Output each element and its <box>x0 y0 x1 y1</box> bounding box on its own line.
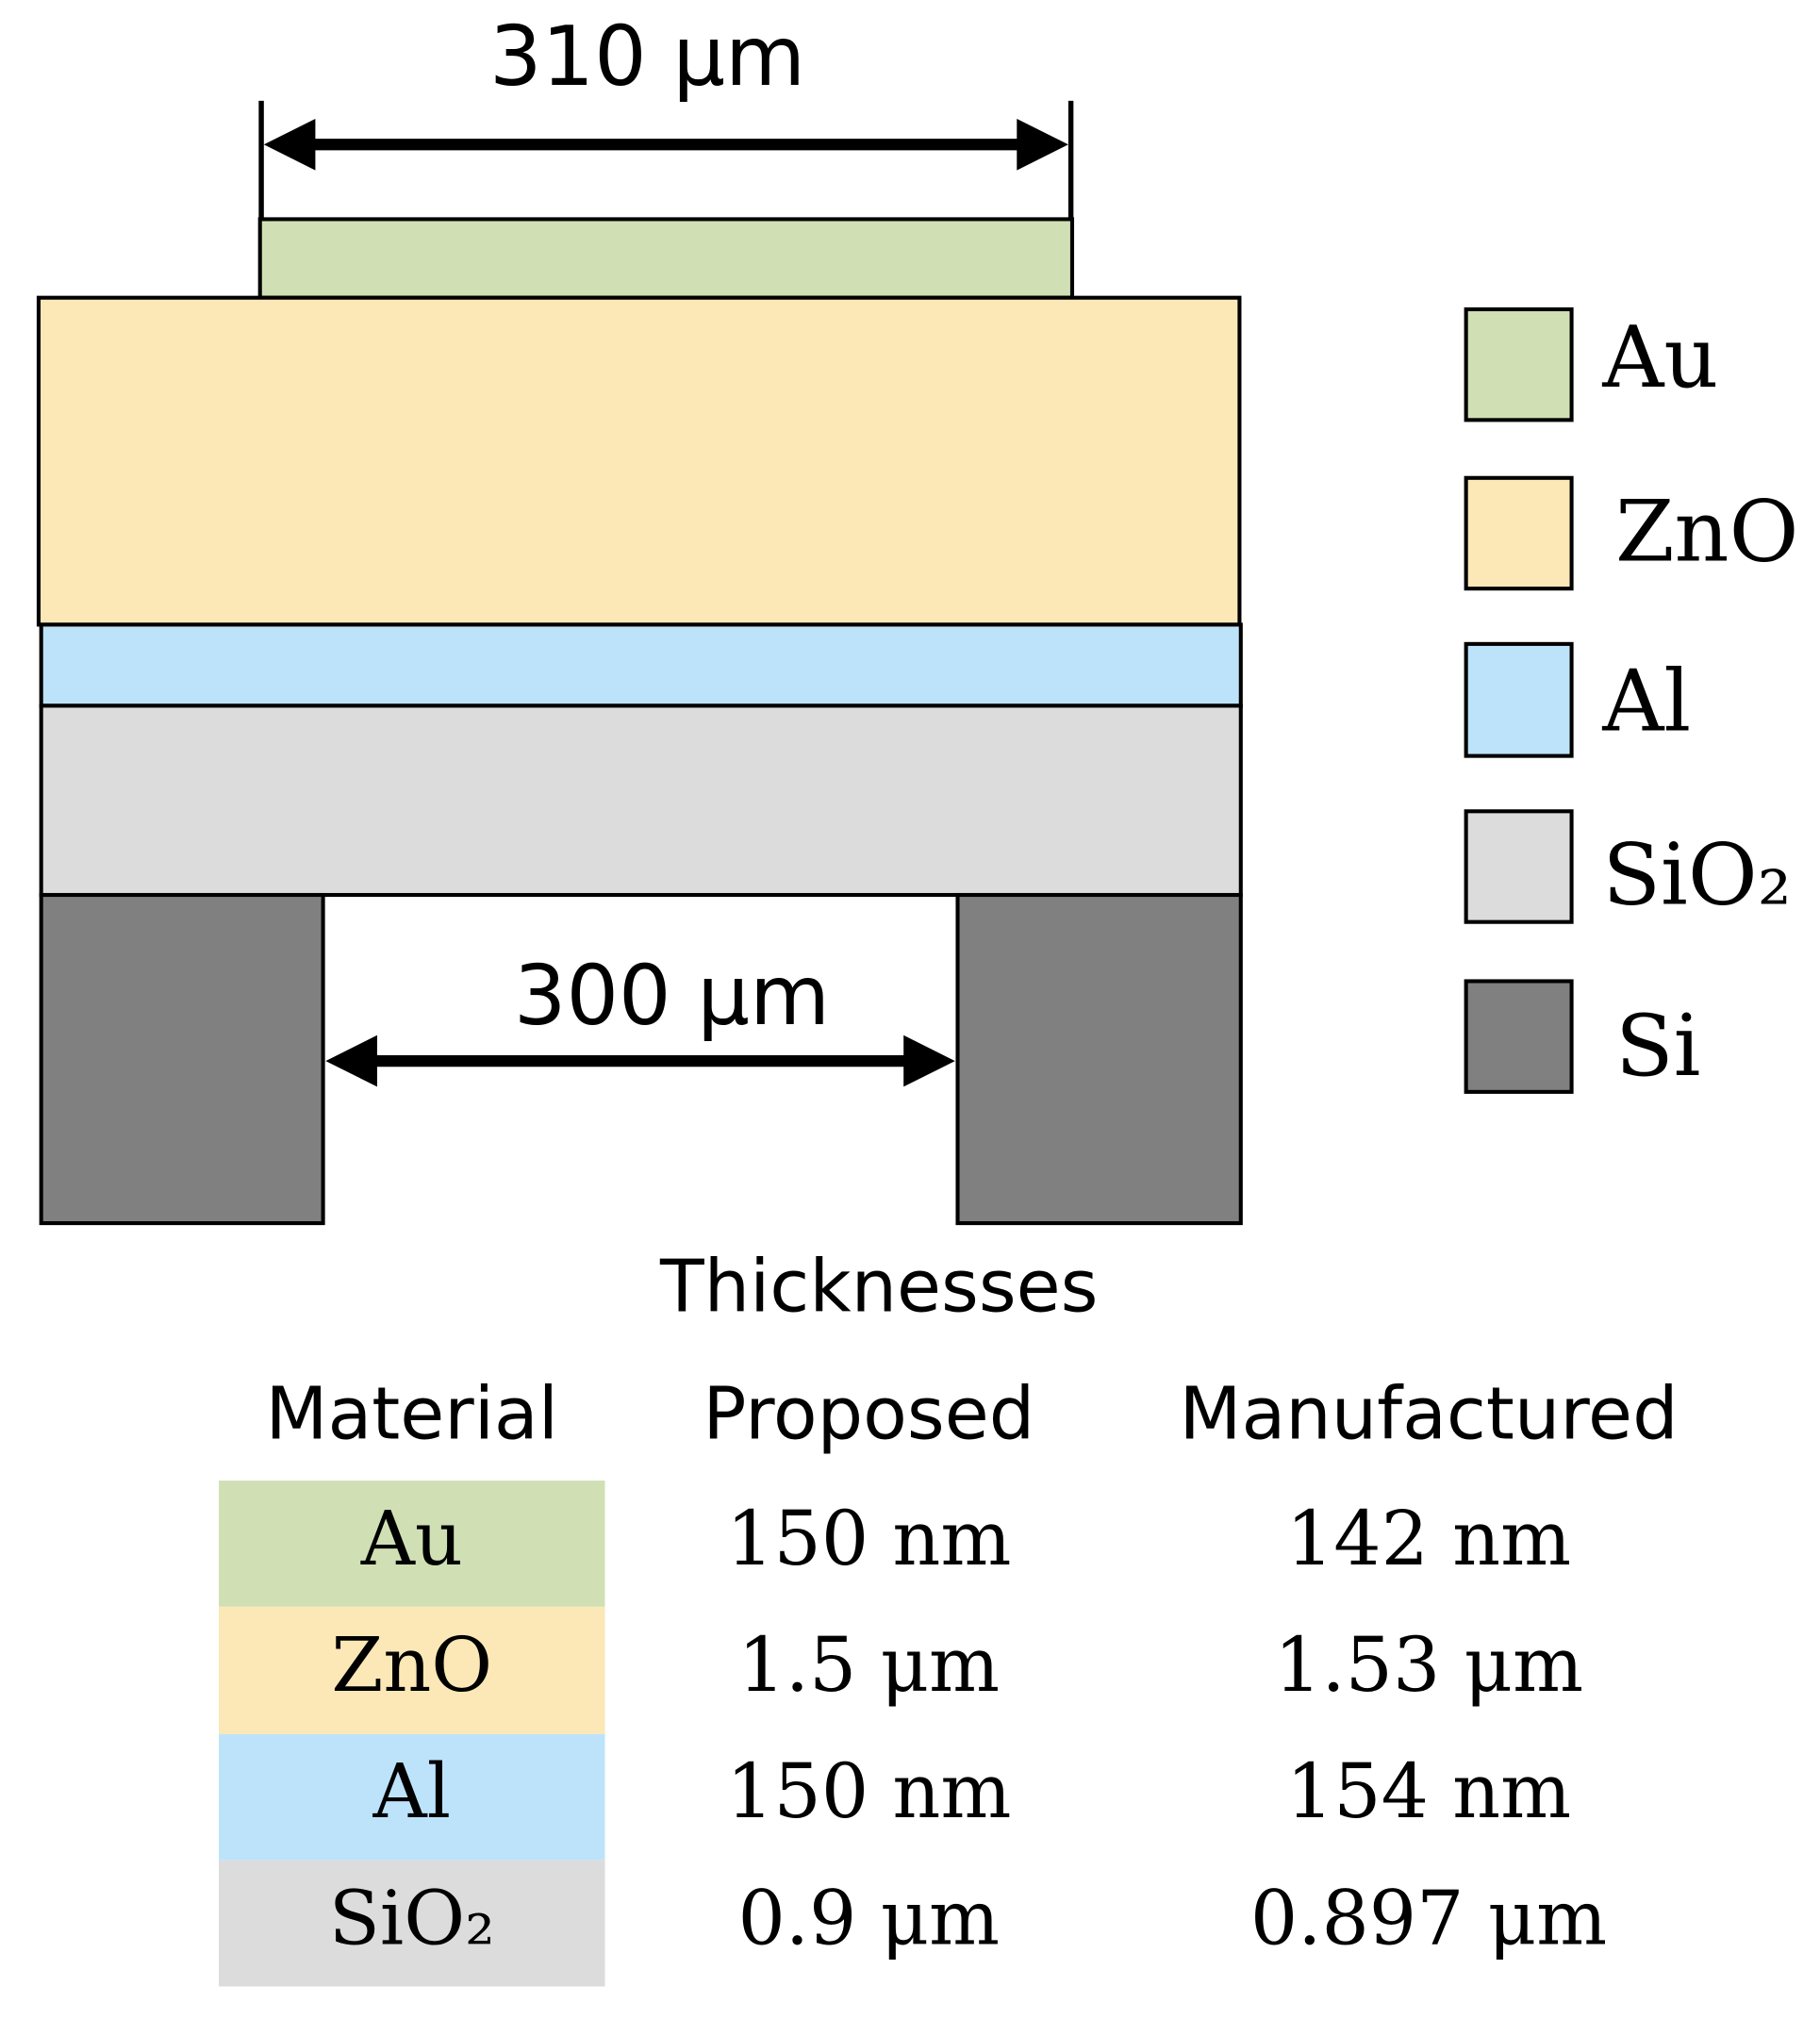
legend-label: ZnO <box>1615 482 1798 581</box>
table-cell: Al <box>372 1748 451 1835</box>
table-cell-bg <box>219 1860 605 1987</box>
si-left <box>39 892 325 1226</box>
au-layer <box>257 217 1075 300</box>
table-cell-bg <box>219 1481 605 1607</box>
table-cell: 142 nm <box>1286 1496 1571 1582</box>
table-cell: 150 nm <box>726 1496 1011 1582</box>
table-cell: ZnO <box>331 1622 492 1709</box>
table-cell: 1.5 μm <box>738 1622 1001 1709</box>
arrowhead <box>263 118 316 171</box>
table-header: Proposed <box>703 1373 1034 1457</box>
table-cell: 154 nm <box>1286 1748 1571 1835</box>
zno-layer <box>36 295 1242 627</box>
table-cell: 0.9 μm <box>738 1875 1001 1961</box>
dimension-label: 300 μm <box>514 948 830 1044</box>
table-header: Material <box>266 1373 558 1457</box>
table-cell: SiO₂ <box>329 1875 495 1961</box>
al-layer <box>39 622 1243 708</box>
legend-swatch <box>1464 979 1574 1094</box>
legend-label: Au <box>1601 308 1718 407</box>
si-right <box>955 892 1243 1226</box>
table-cell: 150 nm <box>726 1748 1011 1835</box>
legend-label: Si <box>1615 997 1701 1096</box>
arrowhead <box>325 1034 377 1087</box>
dimension-label: 310 μm <box>489 8 805 105</box>
table-cell: 0.897 μm <box>1250 1875 1607 1961</box>
sio2-layer <box>39 703 1243 898</box>
arrowhead <box>903 1034 955 1087</box>
table-body: Au 150 nm 142 nm ZnO 1.5 μm 1.53 μm Al 150 nm 15… <box>329 1496 1608 1962</box>
legend-label: SiO₂ <box>1602 826 1791 925</box>
legend-label: Al <box>1601 652 1691 751</box>
table-cell-bg <box>219 1733 605 1861</box>
legend-swatch <box>1464 306 1574 422</box>
table-cell-bg <box>219 1606 605 1734</box>
legend-swatch <box>1464 475 1574 591</box>
arrowhead <box>1017 118 1068 171</box>
table-header: Manufactured <box>1180 1373 1679 1457</box>
table-title: Thicknesses <box>659 1245 1099 1329</box>
table-cell: 1.53 μm <box>1274 1622 1583 1709</box>
table-cell: Au <box>360 1496 463 1582</box>
legend-swatch <box>1464 809 1574 924</box>
legend-swatch <box>1464 641 1574 758</box>
